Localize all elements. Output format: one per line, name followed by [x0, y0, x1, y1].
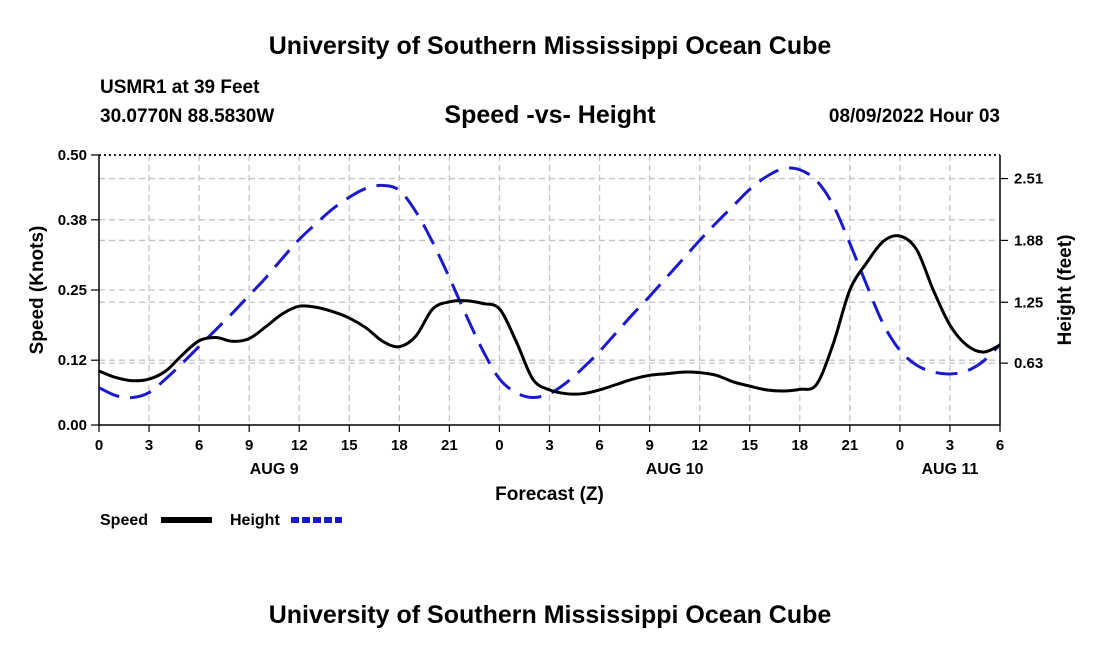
- x-tick-label: 18: [791, 437, 808, 454]
- x-tick-label: 18: [391, 437, 408, 454]
- y-tick-label: 0.50: [58, 147, 87, 164]
- y-tick-label: 0.00: [58, 417, 87, 434]
- chart-title: Speed -vs- Height: [444, 101, 656, 129]
- y-right-tick-label: 1.88: [1014, 232, 1043, 249]
- y-right-axis-title: Height (feet): [1055, 235, 1076, 346]
- footer-title: University of Southern Mississippi Ocean…: [268, 601, 832, 629]
- y-tick-label: 0.25: [58, 282, 87, 299]
- x-tick-label: 12: [691, 437, 708, 454]
- x-tick-label: 3: [545, 437, 553, 454]
- x-tick-label: 0: [95, 437, 103, 454]
- series-line-speed: [99, 234, 1000, 396]
- day-label: AUG 9: [250, 461, 299, 478]
- page-title: University of Southern Mississippi Ocean…: [268, 32, 832, 60]
- day-label: AUG 10: [646, 461, 704, 478]
- x-tick-label: 12: [291, 437, 308, 454]
- x-tick-label: 21: [841, 437, 858, 454]
- x-tick-label: 15: [741, 437, 758, 454]
- forecast-date: 08/09/2022 Hour 03: [828, 106, 1000, 127]
- x-tick-label: 21: [441, 437, 458, 454]
- day-label: AUG 11: [921, 461, 978, 478]
- station-coordinates: 30.0770N 88.5830W: [100, 106, 275, 127]
- x-tick-label: 3: [145, 437, 153, 454]
- y-right-tick-label: 1.25: [1014, 294, 1043, 311]
- y-tick-label: 0.12: [58, 352, 87, 369]
- x-tick-label: 15: [341, 437, 358, 454]
- x-tick-label: 6: [195, 437, 203, 454]
- y-axis-title: Speed (Knots): [27, 226, 48, 355]
- y-right-tick-label: 0.63: [1014, 355, 1043, 372]
- x-axis-title: Forecast (Z): [495, 484, 604, 505]
- series-line-height: [99, 166, 1000, 400]
- y-right-tick-label: 2.51: [1014, 171, 1043, 188]
- x-tick-label: 6: [996, 437, 1004, 454]
- x-tick-label: 3: [946, 437, 954, 454]
- x-tick-label: 0: [896, 437, 904, 454]
- x-tick-label: 0: [495, 437, 503, 454]
- station-label: USMR1 at 39 Feet: [100, 77, 260, 98]
- x-tick-label: 6: [595, 437, 603, 454]
- legend-label-speed: Speed: [100, 512, 148, 529]
- legend-label-height: Height: [230, 512, 280, 529]
- y-tick-label: 0.38: [58, 212, 87, 229]
- x-tick-label: 9: [645, 437, 653, 454]
- x-tick-label: 9: [245, 437, 253, 454]
